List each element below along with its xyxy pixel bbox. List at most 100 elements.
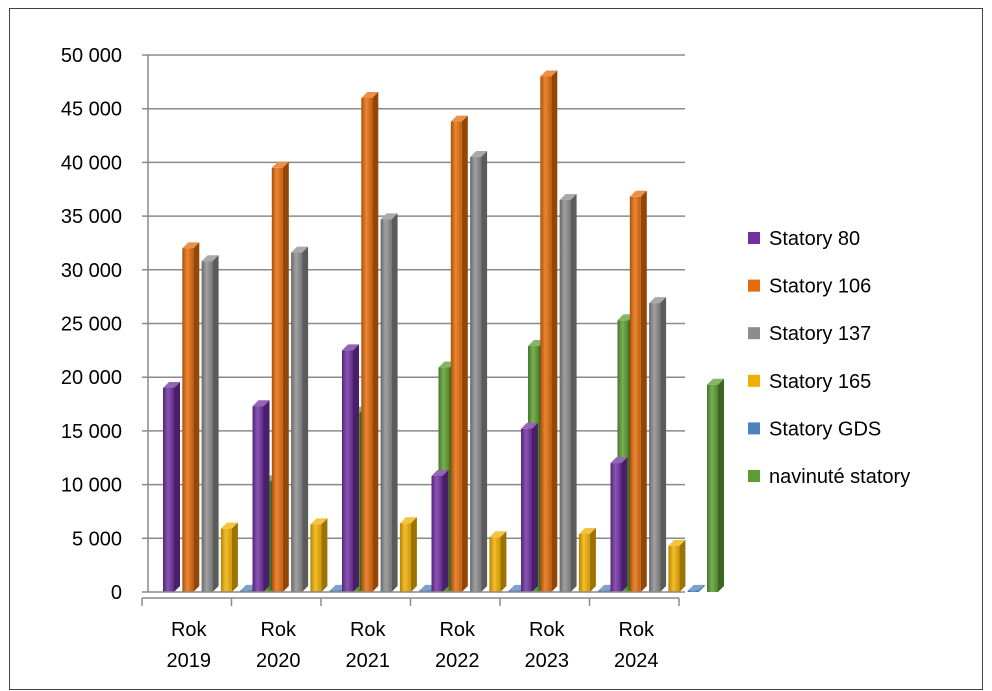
- y-tick-label: 15 000: [61, 421, 122, 443]
- bar: [361, 91, 379, 593]
- bar-side: [660, 297, 667, 592]
- bar-side: [621, 457, 628, 592]
- bar-top: [399, 517, 417, 524]
- bars: [163, 70, 724, 593]
- bar-side: [282, 161, 289, 592]
- bar-front: [310, 524, 322, 592]
- bar-top: [291, 246, 309, 253]
- bar-top: [687, 584, 705, 591]
- bar-front: [540, 76, 552, 593]
- bar-front: [271, 167, 283, 592]
- bar-side: [442, 470, 449, 592]
- legend-swatch: [748, 279, 760, 292]
- bar-top: [540, 70, 558, 77]
- bar-front: [707, 384, 718, 592]
- legend-swatch: [748, 374, 760, 387]
- bar-top: [668, 539, 686, 546]
- bar-side: [391, 213, 398, 592]
- y-tick-label: 30 000: [61, 260, 122, 282]
- bar-top: [450, 115, 468, 122]
- legend-label: Statory 80: [769, 228, 860, 250]
- bar-front: [489, 537, 501, 592]
- y-tick-label: 25 000: [61, 314, 122, 336]
- bar: [182, 242, 200, 592]
- bar-front: [342, 350, 353, 592]
- legend-swatch: [748, 327, 760, 340]
- legend-label: navinuté statory: [769, 466, 910, 488]
- x-tick-label: 2019: [167, 650, 212, 672]
- bar: [687, 584, 705, 592]
- bar-side: [353, 344, 359, 592]
- bar-top: [361, 91, 379, 98]
- bar-side: [302, 246, 309, 592]
- bar-side: [231, 522, 238, 592]
- bar-front: [252, 406, 264, 592]
- legend-entry: navinuté statory: [748, 466, 910, 488]
- bar: [163, 381, 180, 592]
- legend-label: Statory GDS: [769, 418, 881, 440]
- bar-side: [372, 91, 379, 593]
- bar-front: [470, 157, 482, 592]
- bar-front: [163, 387, 174, 592]
- legend-label: Statory 106: [769, 276, 871, 298]
- bar-top: [252, 400, 270, 407]
- bar: [707, 378, 724, 592]
- bar-top: [521, 422, 538, 429]
- bar-side: [212, 255, 219, 592]
- bar-side: [589, 528, 596, 592]
- legend-entry: Statory 106: [748, 276, 871, 298]
- bar-front: [291, 252, 303, 592]
- bar-side: [410, 517, 417, 592]
- bar: [578, 528, 596, 592]
- legend-label: Statory 165: [769, 371, 871, 393]
- y-tick-label: 0: [111, 582, 122, 604]
- legend: Statory 80 Statory 106 Statory 137 Statory …: [748, 228, 910, 488]
- x-tick-labels: Rok 2019 Rok 2020 Rok 2021 Rok 2022 Rok 2023 Rok 20…: [167, 619, 659, 672]
- bar: [310, 518, 328, 592]
- bar: [668, 539, 686, 592]
- bar-top: [342, 344, 359, 351]
- legend-entry: Statory 137: [748, 323, 871, 345]
- bar-top: [489, 531, 507, 538]
- legend-swatch: [748, 422, 760, 435]
- y-tick-label: 20 000: [61, 367, 122, 389]
- x-tick-label: 2022: [435, 650, 480, 672]
- bar-side: [698, 584, 705, 592]
- legend-swatch: [748, 470, 760, 482]
- x-tick-label: 2023: [525, 650, 570, 672]
- y-tick-label: 45 000: [61, 99, 122, 121]
- bar-front: [649, 303, 661, 592]
- bar: [450, 115, 468, 592]
- legend-entry: Statory GDS: [748, 418, 881, 440]
- bar: [521, 422, 538, 592]
- bar-front: [668, 545, 680, 592]
- bar: [610, 457, 628, 592]
- bar: [252, 400, 270, 592]
- bar-side: [321, 518, 328, 592]
- x-tick-label: Rok: [618, 619, 655, 641]
- bar-side: [263, 400, 270, 592]
- bar-front: [201, 261, 213, 592]
- bar-top: [271, 161, 289, 168]
- bar-side: [640, 190, 647, 592]
- bar: [342, 344, 359, 592]
- x-tick-label: 2021: [346, 650, 391, 672]
- bar-front: [450, 121, 462, 592]
- bar: [559, 193, 577, 593]
- bar: [271, 161, 289, 592]
- bar-side: [570, 193, 577, 593]
- bar-side: [551, 70, 558, 593]
- x-tick-label: Rok: [439, 619, 476, 641]
- legend-entry: Statory 80: [748, 228, 860, 250]
- bar-side: [718, 378, 724, 592]
- bar: [540, 70, 558, 593]
- bar-front: [578, 534, 590, 592]
- bar-front: [361, 97, 373, 593]
- bar-front: [431, 476, 443, 592]
- bar: [470, 151, 488, 592]
- bar-side: [461, 115, 468, 592]
- bar-front: [399, 523, 411, 592]
- bar-front: [617, 320, 629, 592]
- legend-entry: Statory 165: [748, 371, 871, 393]
